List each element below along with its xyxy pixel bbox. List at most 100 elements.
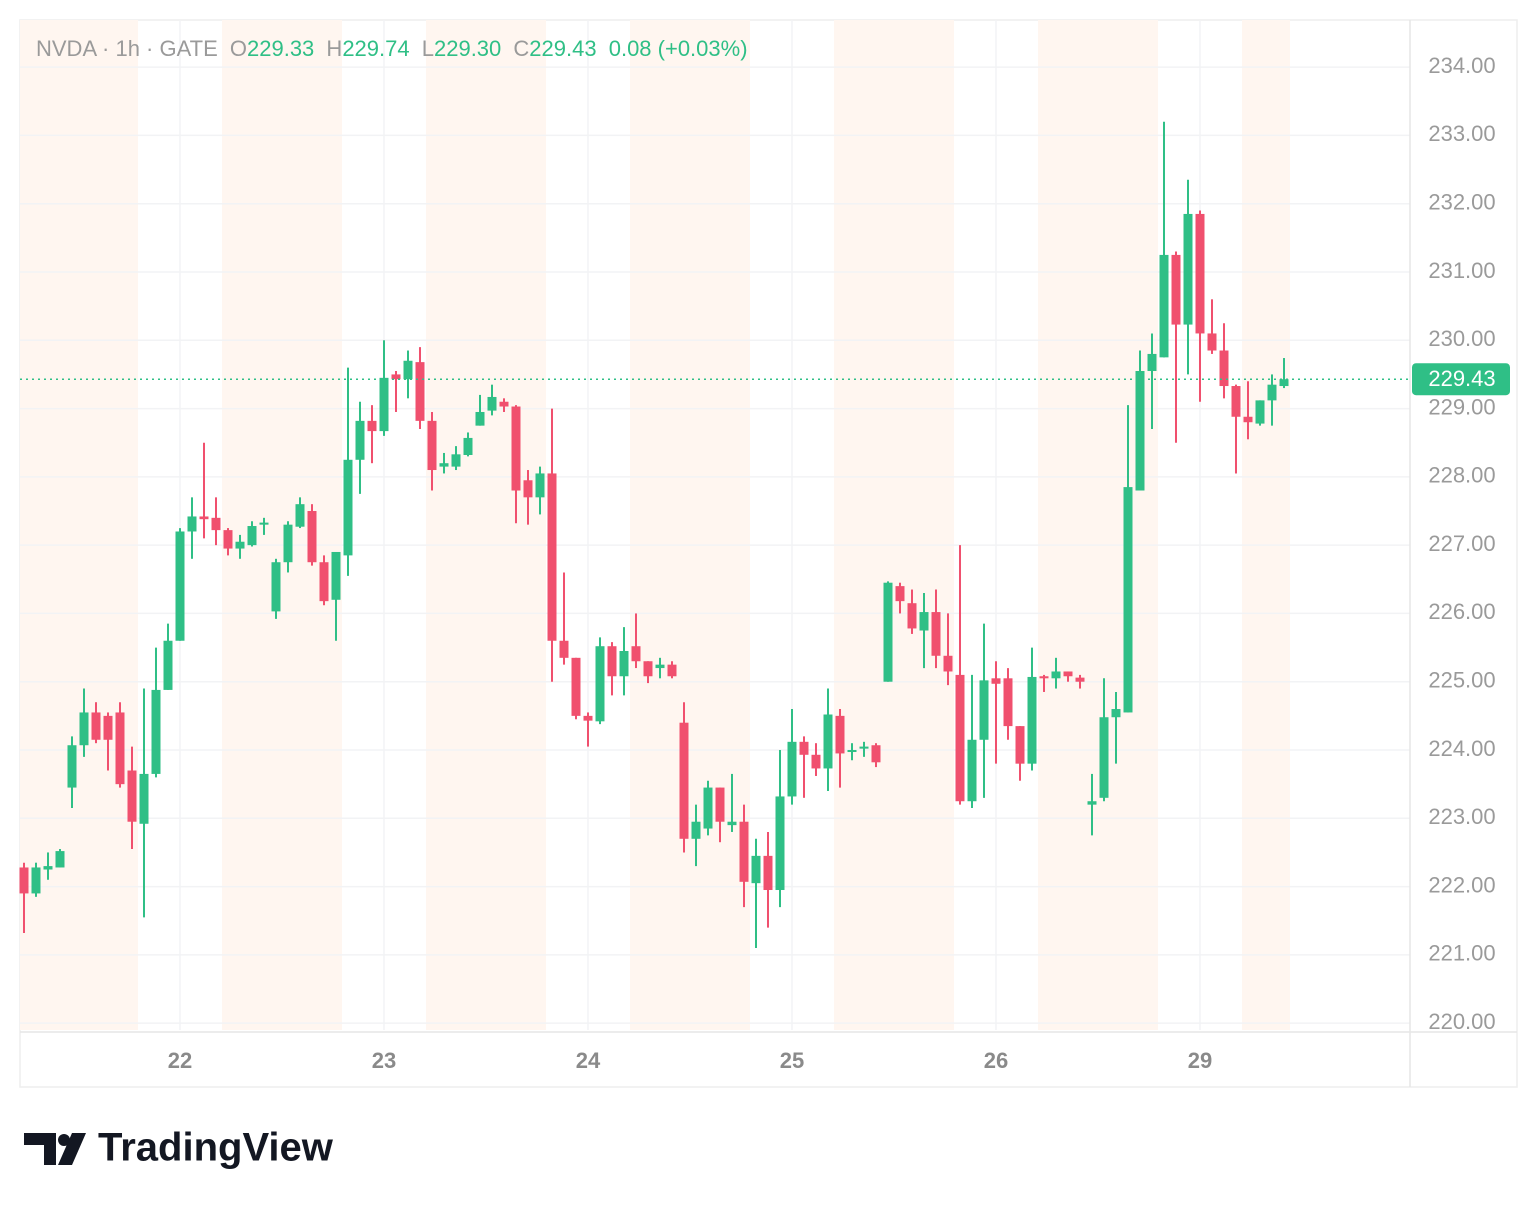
candle-body [775, 796, 785, 891]
header: NVDA · 1h · GATE O229.33 H229.74 L229.30… [36, 36, 748, 61]
candle-body [655, 664, 665, 669]
candle-body [427, 420, 437, 471]
candle-body [1015, 726, 1025, 764]
candle-body [367, 420, 377, 432]
candle-body [523, 480, 533, 498]
candle-body [871, 745, 881, 763]
extended-hours [425, 20, 546, 1030]
candle-body [295, 504, 305, 527]
candle-body [571, 657, 581, 716]
candle-body [1075, 677, 1085, 682]
symbol: NVDA · 1h · GATE [36, 36, 218, 61]
extended-hours [833, 20, 954, 1030]
candle-body [475, 411, 485, 426]
candle-body [415, 362, 425, 421]
axes-layer: 220.00 221.00 222.00 223.00 224.00 225.00 226.… [168, 53, 1510, 1073]
candle-body [619, 650, 629, 677]
high-value: 229.74 [342, 36, 409, 61]
y-tick-label: 229.00 [1428, 394, 1495, 419]
candles [19, 121, 1410, 949]
candle-body [583, 715, 593, 721]
candle-body [727, 821, 737, 826]
last-price-label: 229.43 [1428, 366, 1495, 391]
y-tick-label: 232.00 [1428, 190, 1495, 215]
candle-body [343, 459, 353, 556]
candle-body [907, 603, 917, 629]
candle-body [1267, 384, 1277, 401]
extended-hours [629, 20, 750, 1030]
open-value: 229.33 [247, 36, 314, 61]
candle-body [931, 612, 941, 656]
last-price-box [1412, 363, 1510, 396]
candle-body [163, 640, 173, 690]
candle-body [763, 855, 773, 891]
candle-body [607, 646, 617, 677]
candle-body [991, 678, 1001, 684]
candle-body [1195, 213, 1205, 334]
extended-hours [20, 20, 138, 1030]
candle-body [1003, 678, 1013, 727]
candle-body [595, 646, 605, 722]
y-tick-label: 220.00 [1428, 1009, 1495, 1034]
candle-body [43, 866, 53, 870]
candle-body [1111, 709, 1121, 718]
x-tick-label: 29 [1188, 1048, 1212, 1073]
candle-body [19, 867, 29, 894]
candle-body [175, 531, 185, 641]
candle-body [679, 722, 689, 839]
candle-body [91, 712, 101, 740]
candle-body [691, 821, 701, 839]
candle-body [667, 664, 677, 677]
x-tick-label: 22 [168, 1048, 192, 1073]
candle-body [943, 655, 953, 672]
candle-body [979, 680, 989, 740]
candle-body [631, 646, 641, 662]
candle-body [823, 714, 833, 769]
candle-body [199, 516, 209, 520]
candle-body [703, 787, 713, 829]
candle-body [643, 661, 653, 677]
candle-body [1039, 676, 1049, 679]
y-tick-label: 230.00 [1428, 326, 1495, 351]
candle-body [139, 773, 149, 824]
candle-body [103, 715, 113, 740]
y-tick-label: 228.00 [1428, 463, 1495, 488]
candle-body [271, 562, 281, 612]
candle-body [151, 689, 161, 774]
candle-body [787, 741, 797, 797]
logo-shape [58, 1133, 86, 1165]
candle-body [463, 437, 473, 456]
x-tick-label: 23 [372, 1048, 396, 1073]
low-label: L [422, 36, 434, 61]
candle-body [1063, 671, 1073, 677]
candle-body [115, 712, 125, 785]
y-tick-label: 223.00 [1428, 804, 1495, 829]
y-tick-label: 221.00 [1428, 941, 1495, 966]
y-tick-label: 225.00 [1428, 668, 1495, 693]
y-tick-label: 227.00 [1428, 531, 1495, 556]
candle-body [31, 867, 41, 894]
grid-layer [20, 20, 1410, 1030]
candle-body [1207, 333, 1217, 351]
candle-body [1219, 350, 1229, 387]
candle-body [847, 750, 857, 753]
background-layer [20, 20, 1290, 1030]
logo-dot [58, 1134, 70, 1146]
candle-body [535, 473, 545, 498]
candle-body [331, 551, 341, 600]
candle-body [1123, 487, 1133, 713]
y-tick-label: 226.00 [1428, 599, 1495, 624]
x-tick-label: 25 [780, 1048, 804, 1073]
extended-hours [1241, 20, 1290, 1030]
candle-body [79, 712, 89, 746]
extended-hours [221, 20, 342, 1030]
brand: TradingView [98, 1126, 334, 1170]
candle-body [1171, 254, 1181, 325]
candle-body [499, 401, 509, 407]
candle-body [811, 754, 821, 769]
candle-body [283, 524, 293, 563]
candle-body [1243, 416, 1253, 423]
x-tick-label: 26 [984, 1048, 1008, 1073]
y-tick-label: 222.00 [1428, 872, 1495, 897]
